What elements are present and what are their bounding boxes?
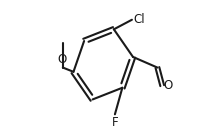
Text: Cl: Cl [133,13,145,26]
Text: O: O [164,79,173,92]
Text: F: F [112,116,118,129]
Text: O: O [58,53,67,66]
